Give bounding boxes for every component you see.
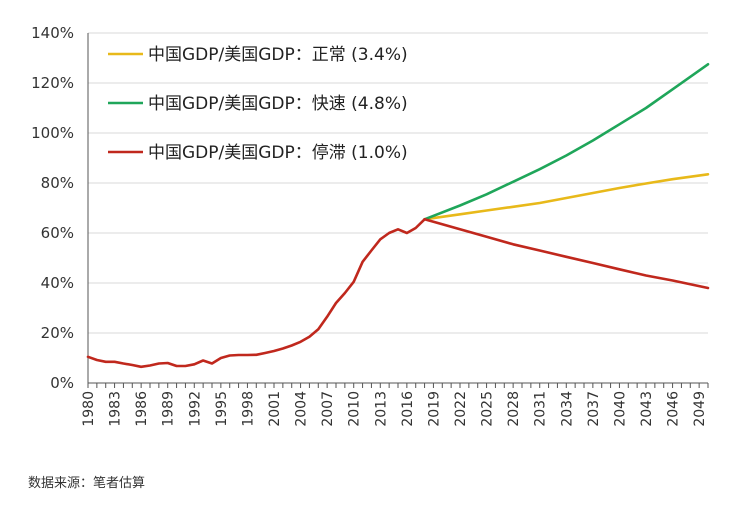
historical-line — [86, 218, 426, 369]
source-note: 数据来源：笔者估算 — [28, 476, 146, 491]
x-tick-label: 2043 — [639, 391, 655, 427]
x-tick-label: 2010 — [347, 391, 363, 427]
x-tick-label: 2046 — [666, 391, 682, 427]
series-lines — [86, 63, 710, 369]
y-tick-label: 60% — [41, 224, 74, 242]
x-tick-label: 1986 — [134, 391, 150, 427]
x-tick-label: 1980 — [81, 391, 97, 427]
legend-label-0: 中国GDP/美国GDP：正常 (3.4%) — [148, 45, 408, 65]
x-tick-label: 2001 — [267, 391, 283, 427]
x-tick-label: 1998 — [240, 391, 256, 427]
x-tick-label: 2004 — [294, 391, 310, 427]
x-tick-label: 2022 — [453, 391, 469, 427]
x-tick-label: 2040 — [612, 391, 628, 427]
legend-label-1: 中国GDP/美国GDP：快速 (4.8%) — [148, 94, 408, 114]
legend-label-2: 中国GDP/美国GDP：停滞 (1.0%) — [148, 143, 408, 163]
x-tick-label: 2049 — [692, 391, 708, 427]
x-tick-label: 2034 — [559, 391, 575, 427]
gridlines — [88, 32, 708, 334]
y-tick-label: 120% — [31, 74, 74, 92]
x-tick-label: 1995 — [214, 391, 230, 427]
y-tick-label: 40% — [41, 274, 74, 292]
x-tick-label: 2007 — [320, 391, 336, 427]
x-tick-label: 2037 — [586, 391, 602, 427]
x-tick-label: 2013 — [373, 391, 389, 427]
series-line-1 — [423, 63, 710, 221]
x-tick-label: 1983 — [108, 391, 124, 427]
y-axis: 0% 20% 40% 60% 80% 100% 120% 140% — [31, 24, 89, 392]
legend: 中国GDP/美国GDP：正常 (3.4%) 中国GDP/美国GDP：快速 (4.8… — [108, 45, 408, 163]
x-axis: 1980 1983 1986 1989 1992 1995 1998 2001 2004 2007… — [81, 382, 709, 427]
x-tick-label: 2025 — [480, 391, 496, 427]
y-tick-label: 140% — [31, 24, 74, 42]
x-tick-label: 2028 — [506, 391, 522, 427]
x-tick-label: 2019 — [426, 391, 442, 427]
y-tick-label: 80% — [41, 174, 74, 192]
x-tick-label: 1989 — [161, 391, 177, 427]
y-tick-label: 20% — [41, 324, 74, 342]
x-tick-label: 1992 — [187, 391, 203, 427]
x-tick-label: 2031 — [533, 391, 549, 427]
x-tick-label: 2016 — [400, 391, 416, 427]
y-tick-label: 0% — [50, 374, 74, 392]
series-line-0 — [423, 173, 710, 221]
series-line-2 — [423, 218, 710, 290]
y-tick-label: 100% — [31, 124, 74, 142]
